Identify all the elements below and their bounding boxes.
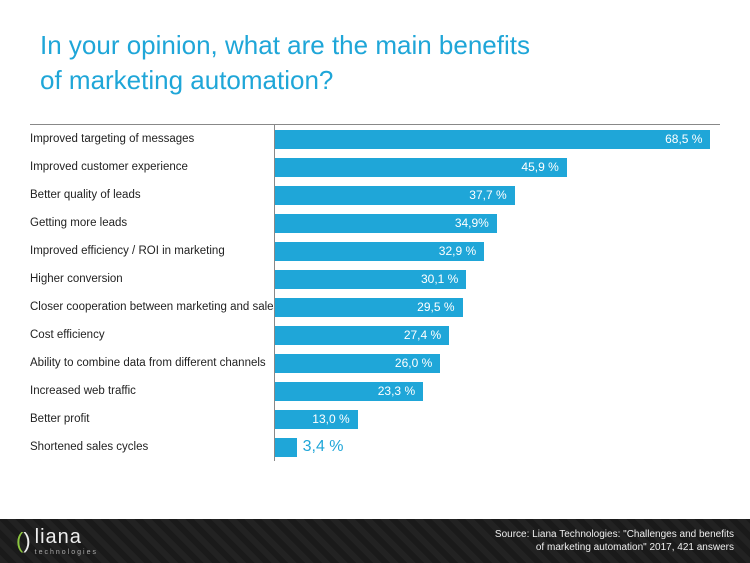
logo-mark: (): [16, 528, 31, 554]
chart-row: Improved efficiency / ROI in marketing 32…: [30, 237, 720, 265]
bar-value: 32,9 %: [439, 244, 476, 258]
bar-track: 30,1 %: [275, 265, 720, 293]
bar: 68,5 %: [275, 130, 710, 149]
chart-row: Better quality of leads 37,7 %: [30, 181, 720, 209]
bar: 27,4 %: [275, 326, 449, 345]
chart-row: Better profit 13,0 %: [30, 405, 720, 433]
chart-row: Improved customer experience 45,9 %: [30, 153, 720, 181]
bar-label: Shortened sales cycles: [30, 433, 275, 461]
bar-track: 27,4 %: [275, 321, 720, 349]
bar-label: Better quality of leads: [30, 181, 275, 209]
bar-track: 45,9 %: [275, 153, 720, 181]
title-line-2: of marketing automation?: [40, 63, 710, 98]
bar-track: 3,4 %: [275, 433, 720, 461]
bar-track: 23,3 %: [275, 377, 720, 405]
chart-row: Improved targeting of messages 68,5 %: [30, 125, 720, 153]
title-line-1: In your opinion, what are the main benef…: [40, 28, 710, 63]
bar-label: Better profit: [30, 405, 275, 433]
bar-track: 32,9 %: [275, 237, 720, 265]
bar: 23,3 %: [275, 382, 423, 401]
bar: 13,0 %: [275, 410, 358, 429]
bar: 26,0 %: [275, 354, 440, 373]
bar-label: Ability to combine data from different c…: [30, 349, 275, 377]
bar-value: 68,5 %: [665, 132, 702, 146]
bar-value: 29,5 %: [417, 300, 454, 314]
logo-subtext: technologies: [35, 549, 98, 556]
bar-value: 37,7 %: [469, 188, 506, 202]
bar-track: 13,0 %: [275, 405, 720, 433]
bar-label: Getting more leads: [30, 209, 275, 237]
bar-chart: Improved targeting of messages68,5 %Impr…: [30, 124, 720, 461]
bar-value: 45,9 %: [521, 160, 558, 174]
bar: 34,9%: [275, 214, 497, 233]
bar-label: Cost efficiency: [30, 321, 275, 349]
source-citation: Source: Liana Technologies: "Challenges …: [495, 528, 734, 554]
logo-text: liana: [35, 527, 98, 547]
bar-label: Improved customer experience: [30, 153, 275, 181]
bar-value: 27,4 %: [404, 328, 441, 342]
source-line-1: Source: Liana Technologies: "Challenges …: [495, 528, 734, 541]
chart-row: Cost efficiency 27,4 %: [30, 321, 720, 349]
bar-track: 68,5 %: [275, 125, 720, 153]
chart-row: Shortened sales cycles 3,4 %: [30, 433, 720, 461]
bar-label: Improved efficiency / ROI in marketing: [30, 237, 275, 265]
bar-track: 29,5 %: [275, 293, 720, 321]
logo: () liana technologies: [16, 527, 98, 556]
bar: 30,1 %: [275, 270, 466, 289]
source-line-2: of marketing automation" 2017, 421 answe…: [495, 541, 734, 554]
bar: 37,7 %: [275, 186, 515, 205]
bar-value: 34,9%: [455, 216, 489, 230]
chart-row: Closer cooperation between marketing and…: [30, 293, 720, 321]
bar-label: Increased web traffic: [30, 377, 275, 405]
chart-row: Getting more leads 34,9%: [30, 209, 720, 237]
bar: 32,9 %: [275, 242, 484, 261]
bar: 45,9 %: [275, 158, 567, 177]
bar-label: Closer cooperation between marketing and…: [30, 293, 275, 321]
chart-row: Ability to combine data from different c…: [30, 349, 720, 377]
chart-row: Increased web traffic 23,3 %: [30, 377, 720, 405]
footer-bar: () liana technologies Source: Liana Tech…: [0, 519, 750, 563]
bar-value: 13,0 %: [312, 412, 349, 426]
bar-value: 3,4 %: [303, 438, 344, 456]
bar-value: 23,3 %: [378, 384, 415, 398]
bar-value: 26,0 %: [395, 356, 432, 370]
bar-value: 30,1 %: [421, 272, 458, 286]
chart-row: Higher conversion 30,1 %: [30, 265, 720, 293]
bar-label: Improved targeting of messages: [30, 125, 275, 153]
bar-track: 34,9%: [275, 209, 720, 237]
bar: [275, 438, 297, 457]
chart-title: In your opinion, what are the main benef…: [0, 0, 750, 106]
bar: 29,5 %: [275, 298, 463, 317]
logo-paren-right: ): [23, 528, 30, 553]
bar-label: Higher conversion: [30, 265, 275, 293]
bar-track: 37,7 %: [275, 181, 720, 209]
bar-track: 26,0 %: [275, 349, 720, 377]
